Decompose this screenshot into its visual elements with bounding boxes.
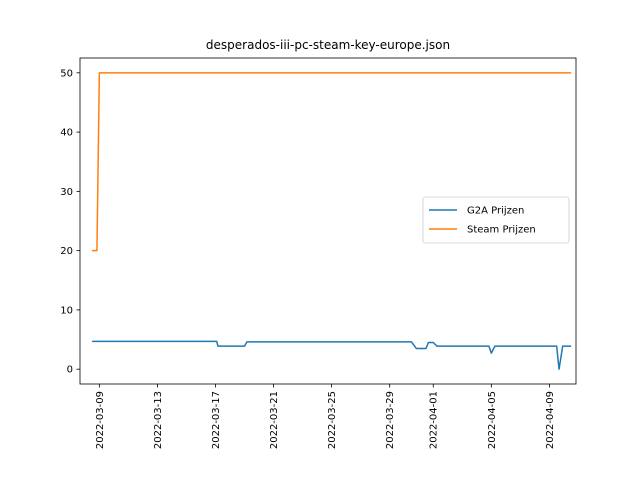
y-tick-label: 30 — [60, 187, 73, 198]
x-tick-label: 2022-03-25 — [327, 391, 338, 449]
x-tick-label: 2022-03-21 — [269, 391, 280, 449]
y-tick-label: 20 — [60, 246, 73, 257]
legend: G2A Prijzen Steam Prijzen — [422, 196, 570, 244]
series-line-1 — [92, 72, 572, 252]
x-tick-label: 2022-04-09 — [545, 391, 556, 449]
series-line-0 — [92, 340, 572, 370]
y-tick-label: 0 — [67, 365, 73, 376]
axes-frame — [79, 57, 577, 385]
chart-title: desperados-iii-pc-steam-key-europe.json — [206, 38, 450, 52]
axes: 0 10 20 30 40 50 2022-03-09 2022-03-13 2022-03-1… — [60, 57, 577, 449]
x-tick-label: 2022-03-17 — [211, 391, 222, 449]
y-tick-label: 10 — [60, 305, 73, 316]
y-tick-label: 40 — [60, 128, 73, 139]
x-tick-label: 2022-04-01 — [429, 391, 440, 449]
x-tick-label: 2022-03-29 — [385, 391, 396, 449]
x-tick-label: 2022-03-13 — [153, 391, 164, 449]
x-tick-label: 2022-03-09 — [95, 391, 106, 449]
legend-label-1: Steam Prijzen — [467, 225, 536, 236]
y-tick-label: 50 — [60, 68, 73, 79]
x-tick-label: 2022-04-05 — [487, 391, 498, 449]
legend-box — [422, 196, 570, 244]
legend-label-0: G2A Prijzen — [467, 206, 524, 217]
plot-area — [92, 72, 572, 370]
